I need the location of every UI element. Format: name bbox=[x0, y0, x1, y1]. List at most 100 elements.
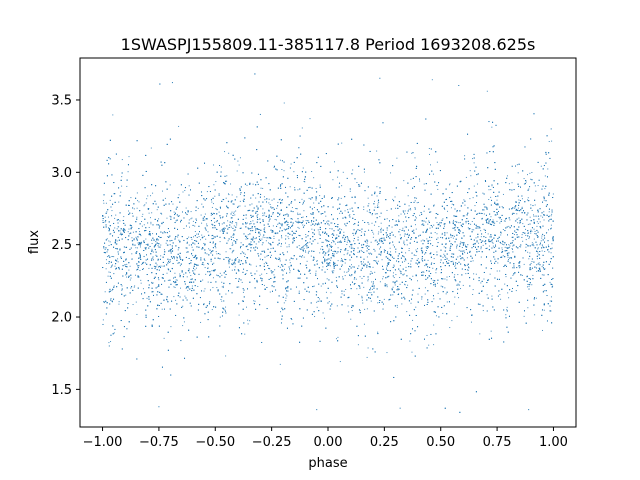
data-point bbox=[190, 218, 192, 220]
data-point bbox=[521, 198, 523, 200]
data-point bbox=[396, 304, 398, 306]
data-point bbox=[454, 274, 456, 276]
data-point bbox=[423, 271, 425, 273]
data-point bbox=[178, 125, 180, 127]
data-point bbox=[399, 229, 401, 231]
data-point bbox=[541, 250, 543, 252]
data-point bbox=[536, 264, 538, 266]
data-point bbox=[417, 293, 419, 295]
data-point bbox=[436, 233, 438, 235]
data-point bbox=[116, 228, 118, 230]
data-point bbox=[349, 214, 351, 216]
data-point bbox=[127, 231, 129, 233]
data-point bbox=[406, 212, 408, 214]
data-point bbox=[231, 252, 233, 254]
data-point bbox=[145, 262, 147, 264]
data-point bbox=[416, 197, 418, 199]
data-point bbox=[238, 205, 240, 207]
data-point bbox=[391, 226, 393, 228]
data-point bbox=[133, 239, 135, 241]
data-point bbox=[141, 215, 143, 217]
data-point bbox=[534, 204, 536, 206]
data-point bbox=[428, 153, 430, 155]
data-point bbox=[191, 246, 193, 248]
data-point bbox=[323, 261, 325, 263]
data-point bbox=[516, 164, 518, 166]
data-point bbox=[327, 254, 329, 256]
data-point bbox=[500, 232, 502, 234]
data-point bbox=[547, 244, 549, 246]
data-point bbox=[301, 127, 303, 129]
data-point bbox=[420, 248, 422, 250]
data-point bbox=[104, 216, 106, 218]
data-point bbox=[136, 247, 138, 249]
data-point bbox=[232, 236, 234, 238]
data-point bbox=[310, 213, 312, 215]
data-point bbox=[230, 183, 232, 185]
data-point bbox=[374, 206, 376, 208]
data-point bbox=[287, 236, 289, 238]
data-point bbox=[377, 302, 379, 304]
data-point bbox=[541, 274, 543, 276]
data-point bbox=[404, 235, 406, 237]
data-point bbox=[356, 182, 358, 184]
data-point bbox=[172, 203, 174, 205]
data-point bbox=[480, 282, 482, 284]
data-point bbox=[280, 223, 282, 225]
data-point bbox=[530, 178, 532, 180]
data-point bbox=[139, 269, 141, 271]
data-point bbox=[186, 251, 188, 253]
data-point bbox=[549, 218, 551, 220]
data-point bbox=[152, 257, 154, 259]
data-point bbox=[361, 251, 363, 253]
data-point bbox=[359, 185, 361, 187]
data-point bbox=[257, 213, 259, 215]
data-point bbox=[377, 331, 379, 333]
data-point bbox=[289, 186, 291, 188]
data-point bbox=[550, 227, 552, 229]
data-point bbox=[247, 323, 249, 325]
data-point bbox=[533, 238, 535, 240]
data-point bbox=[431, 236, 433, 238]
data-point bbox=[488, 245, 490, 247]
data-point bbox=[309, 241, 311, 243]
data-point bbox=[541, 235, 543, 237]
data-point bbox=[448, 276, 450, 277]
data-point bbox=[156, 286, 158, 288]
data-point bbox=[529, 269, 531, 271]
data-point bbox=[429, 227, 431, 229]
data-point bbox=[377, 200, 379, 202]
data-point bbox=[317, 229, 319, 231]
data-point bbox=[240, 227, 242, 229]
data-point bbox=[393, 264, 395, 266]
data-point bbox=[254, 300, 256, 302]
data-point bbox=[231, 242, 233, 244]
data-point bbox=[103, 202, 105, 204]
data-point bbox=[261, 244, 263, 246]
data-point bbox=[454, 221, 456, 223]
data-point bbox=[109, 199, 111, 201]
data-point bbox=[221, 300, 223, 302]
data-point bbox=[443, 253, 445, 255]
data-point bbox=[469, 170, 471, 172]
data-point bbox=[401, 303, 403, 305]
data-point bbox=[255, 265, 257, 267]
data-point bbox=[507, 259, 509, 261]
data-point bbox=[194, 243, 196, 245]
data-point bbox=[467, 244, 469, 246]
data-point bbox=[326, 240, 328, 242]
data-point bbox=[196, 240, 198, 242]
data-point bbox=[530, 262, 532, 264]
data-point bbox=[283, 302, 285, 304]
data-point bbox=[494, 201, 496, 203]
data-point bbox=[155, 254, 157, 256]
data-point bbox=[456, 315, 458, 317]
data-point bbox=[286, 251, 288, 253]
data-point bbox=[356, 288, 358, 290]
data-point bbox=[506, 247, 508, 249]
data-point bbox=[188, 236, 190, 238]
data-point bbox=[344, 210, 346, 212]
data-point bbox=[537, 248, 539, 250]
data-point bbox=[332, 179, 334, 181]
data-point bbox=[473, 185, 475, 187]
